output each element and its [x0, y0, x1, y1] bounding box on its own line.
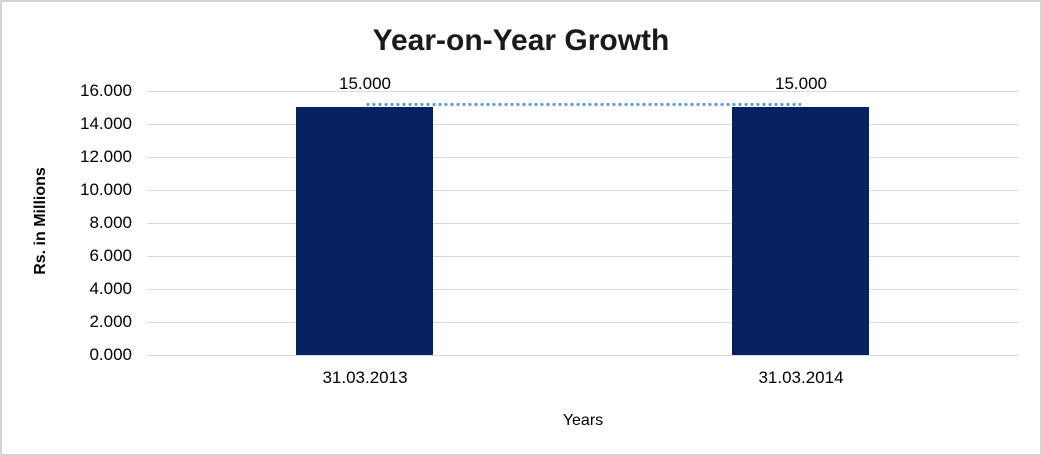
gridline [147, 124, 1019, 125]
y-tick-label: 6.000 [89, 246, 132, 265]
x-tick-label-2013: 31.03.2013 [322, 368, 408, 387]
data-label-2013: 15.000 [339, 74, 391, 93]
gridline [147, 91, 1019, 92]
gridline [147, 190, 1019, 191]
gridline [147, 157, 1019, 158]
trendline-dotted [365, 102, 801, 107]
x-tick-label-2014: 31.03.2014 [758, 368, 844, 387]
y-tick-label: 10.000 [80, 180, 132, 199]
y-tick-label: 2.000 [89, 312, 132, 331]
x-axis-title: Years [562, 412, 604, 429]
y-tick-label: 4.000 [89, 279, 132, 298]
gridline [147, 355, 1019, 356]
bar-31-03-2013 [296, 107, 433, 355]
chart-title: Year-on-Year Growth [372, 24, 670, 57]
y-tick-label: 12.000 [80, 147, 132, 166]
y-tick-label: 0.000 [89, 345, 132, 364]
gridline [147, 223, 1019, 224]
gridline [147, 256, 1019, 257]
gridline [147, 322, 1019, 323]
y-tick-label: 8.000 [89, 213, 132, 232]
gridline [147, 289, 1019, 290]
y-axis-title: Rs. in Millions [32, 167, 49, 275]
y-tick-label: 16.000 [80, 81, 132, 100]
y-tick-label: 14.000 [80, 114, 132, 133]
data-label-2014: 15.000 [775, 74, 827, 93]
bar-31-03-2014 [732, 107, 869, 355]
